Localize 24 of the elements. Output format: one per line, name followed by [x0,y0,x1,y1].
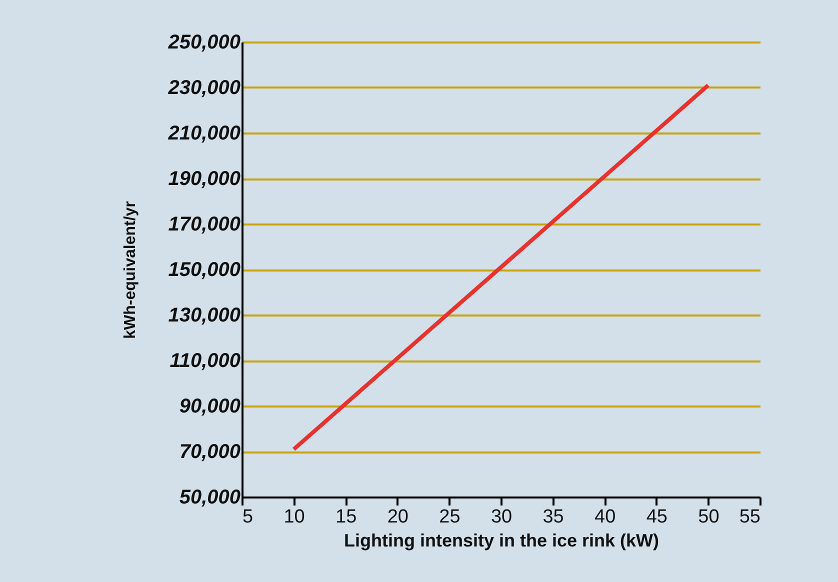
y-tick-label: 210,000 [167,122,240,144]
x-tick-label: 30 [490,506,512,528]
x-tick-label: 35 [542,506,564,528]
y-tick-label: 50,000 [179,486,240,508]
x-tick-label: 25 [439,506,460,528]
x-tick-label: 40 [594,506,616,528]
x-tick-label: 15 [336,506,357,528]
x-tick-label: 55 [739,506,760,528]
y-tick-label: 190,000 [168,168,240,190]
x-tick-label: 5 [242,506,254,528]
x-tick-label: 20 [387,506,408,528]
y-tick-label: 230,000 [167,77,240,99]
x-tick-label: 50 [698,506,720,528]
y-tick-label: 110,000 [170,350,240,372]
x-tick-label: 10 [284,506,305,528]
y-tick-label: 170,000 [168,214,240,236]
y-tick-label: 150,000 [168,259,240,281]
x-axis-title: Lighting intensity in the ice rink (kW) [344,530,660,550]
y-tick-label: 70,000 [179,441,240,463]
y-tick-label: 90,000 [179,396,240,418]
y-axis-title: kWh-equivalent/yr [122,201,140,339]
y-tick-label: 130,000 [168,304,240,326]
x-tick-label: 45 [646,506,668,528]
y-tick-label: 250,000 [167,32,240,54]
